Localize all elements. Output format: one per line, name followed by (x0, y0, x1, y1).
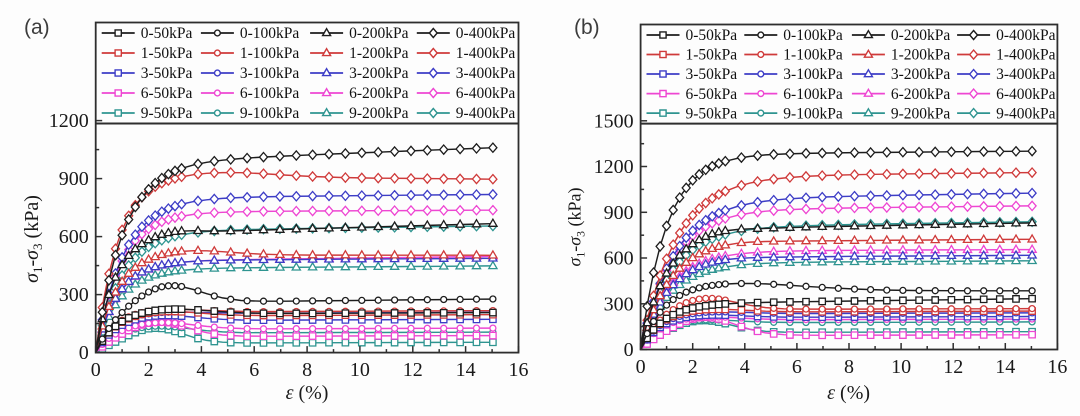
svg-text:2: 2 (144, 359, 154, 381)
svg-text:0-50kPa: 0-50kPa (141, 25, 193, 42)
svg-text:9-50kPa: 9-50kPa (686, 105, 738, 122)
svg-text:9-200kPa: 9-200kPa (891, 105, 951, 122)
svg-text:6-200kPa: 6-200kPa (349, 85, 409, 102)
svg-text:0-100kPa: 0-100kPa (240, 25, 300, 42)
svg-text:8: 8 (844, 356, 854, 378)
svg-text:ε (%): ε (%) (827, 382, 870, 404)
svg-text:0: 0 (91, 359, 101, 381)
svg-text:12: 12 (943, 356, 963, 378)
svg-text:0-400kPa: 0-400kPa (456, 25, 516, 42)
svg-text:4: 4 (196, 359, 206, 381)
svg-text:16: 16 (1047, 356, 1067, 378)
svg-text:σ1-σ3 (kPa): σ1-σ3 (kPa) (565, 188, 588, 267)
svg-text:6-400kPa: 6-400kPa (456, 85, 516, 102)
svg-text:10: 10 (891, 356, 911, 378)
svg-text:900: 900 (59, 168, 89, 190)
svg-text:12: 12 (403, 359, 423, 381)
svg-text:1200: 1200 (49, 110, 89, 132)
svg-text:14: 14 (456, 359, 476, 381)
svg-text:9-400kPa: 9-400kPa (456, 105, 516, 122)
svg-text:10: 10 (350, 359, 370, 381)
svg-text:3-100kPa: 3-100kPa (783, 66, 843, 83)
svg-text:(b): (b) (574, 16, 600, 39)
svg-text:1500: 1500 (594, 110, 634, 132)
svg-text:2: 2 (688, 356, 698, 378)
svg-text:0: 0 (624, 339, 634, 361)
svg-text:6-100kPa: 6-100kPa (783, 86, 843, 103)
svg-text:8: 8 (302, 359, 312, 381)
svg-text:1-400kPa: 1-400kPa (996, 47, 1056, 64)
svg-text:9-200kPa: 9-200kPa (349, 105, 409, 122)
svg-text:0: 0 (636, 356, 646, 378)
svg-text:3-50kPa: 3-50kPa (141, 65, 193, 82)
svg-text:(a): (a) (24, 16, 50, 39)
svg-text:6-400kPa: 6-400kPa (996, 86, 1056, 103)
svg-text:3-200kPa: 3-200kPa (891, 66, 951, 83)
svg-text:1-400kPa: 1-400kPa (456, 45, 516, 62)
svg-text:3-50kPa: 3-50kPa (686, 66, 738, 83)
svg-text:3-200kPa: 3-200kPa (349, 65, 409, 82)
svg-text:900: 900 (604, 202, 634, 224)
svg-text:1-100kPa: 1-100kPa (783, 47, 843, 64)
svg-text:6-100kPa: 6-100kPa (240, 85, 300, 102)
svg-text:9-50kPa: 9-50kPa (141, 105, 193, 122)
svg-text:3-400kPa: 3-400kPa (456, 65, 516, 82)
svg-text:4: 4 (740, 356, 750, 378)
svg-text:6-200kPa: 6-200kPa (891, 86, 951, 103)
svg-text:0-400kPa: 0-400kPa (996, 27, 1056, 44)
svg-text:0-200kPa: 0-200kPa (891, 27, 951, 44)
svg-text:300: 300 (604, 293, 634, 315)
svg-text:1-200kPa: 1-200kPa (349, 45, 409, 62)
svg-text:0-200kPa: 0-200kPa (349, 25, 409, 42)
svg-text:6-50kPa: 6-50kPa (141, 85, 193, 102)
svg-text:0-50kPa: 0-50kPa (686, 27, 738, 44)
svg-text:σ1-σ3 (kPa): σ1-σ3 (kPa) (21, 195, 45, 283)
svg-text:1-50kPa: 1-50kPa (141, 45, 193, 62)
svg-text:1-50kPa: 1-50kPa (686, 47, 738, 64)
svg-text:0-100kPa: 0-100kPa (783, 27, 843, 44)
svg-text:ε (%): ε (%) (286, 382, 329, 404)
svg-text:9-400kPa: 9-400kPa (996, 105, 1056, 122)
svg-text:600: 600 (59, 226, 89, 248)
svg-text:9-100kPa: 9-100kPa (783, 105, 843, 122)
svg-text:16: 16 (509, 359, 529, 381)
svg-text:6-50kPa: 6-50kPa (686, 86, 738, 103)
svg-text:6: 6 (792, 356, 802, 378)
svg-text:1-100kPa: 1-100kPa (240, 45, 300, 62)
svg-text:3-400kPa: 3-400kPa (996, 66, 1056, 83)
svg-text:3-100kPa: 3-100kPa (240, 65, 300, 82)
svg-text:0: 0 (79, 342, 89, 364)
svg-text:1200: 1200 (594, 156, 634, 178)
svg-text:300: 300 (59, 284, 89, 306)
svg-text:600: 600 (604, 248, 634, 270)
svg-text:1-200kPa: 1-200kPa (891, 47, 951, 64)
svg-text:9-100kPa: 9-100kPa (240, 105, 300, 122)
svg-text:6: 6 (249, 359, 259, 381)
svg-text:14: 14 (995, 356, 1015, 378)
